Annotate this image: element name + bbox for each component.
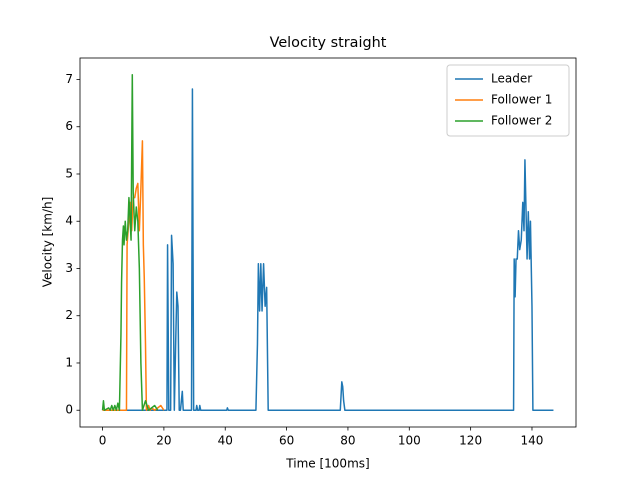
y-tick-label: 7 [65, 72, 73, 86]
x-axis-label: Time [100ms] [285, 457, 369, 471]
x-tick-label: 80 [340, 434, 355, 448]
legend-label: Leader [491, 72, 532, 86]
x-tick-label: 100 [398, 434, 421, 448]
chart-title: Velocity straight [270, 35, 387, 51]
x-tick-label: 60 [279, 434, 294, 448]
y-axis-label: Velocity [km/h] [41, 197, 55, 288]
y-tick-label: 3 [65, 261, 73, 275]
y-tick-label: 4 [65, 214, 73, 228]
legend-label: Follower 1 [491, 93, 552, 107]
plot-frame [79, 57, 577, 428]
y-tick-label: 5 [65, 166, 73, 180]
y-tick-label: 1 [65, 355, 73, 369]
y-tick-label: 2 [65, 308, 73, 322]
y-tick-label: 0 [65, 403, 73, 417]
x-tick-label: 0 [99, 434, 107, 448]
x-tick-label: 40 [218, 434, 233, 448]
x-tick-label: 140 [521, 434, 544, 448]
legend-box [446, 64, 570, 137]
series-line [102, 88, 554, 411]
x-tick-label: 120 [459, 434, 482, 448]
series-line [101, 74, 159, 411]
x-tick-label: 20 [156, 434, 171, 448]
legend-label: Follower 2 [491, 114, 552, 128]
y-tick-label: 6 [65, 119, 73, 133]
